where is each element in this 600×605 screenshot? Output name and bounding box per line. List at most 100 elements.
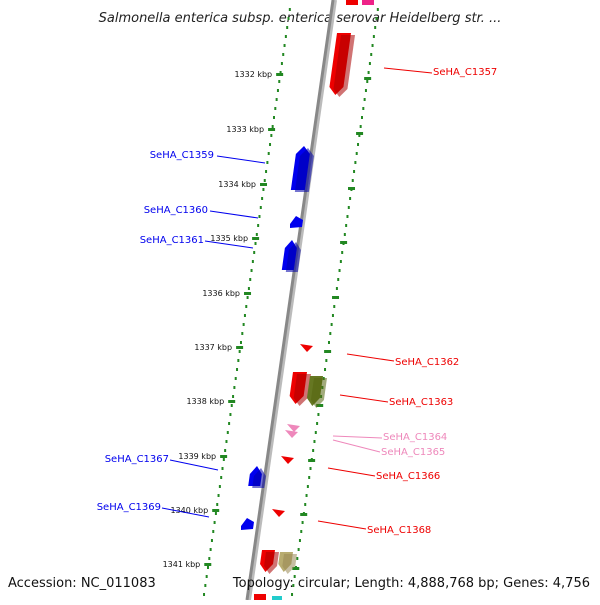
track-dot	[317, 413, 320, 416]
track-dot	[376, 8, 379, 11]
track-dot	[245, 305, 248, 308]
leader-line	[216, 155, 266, 164]
track-dot	[247, 287, 250, 290]
track-dot	[238, 350, 241, 353]
track-dot	[362, 107, 365, 110]
track-dot	[375, 17, 378, 20]
leader-line	[332, 435, 383, 439]
track-dot	[372, 35, 375, 38]
track-dot	[205, 575, 208, 578]
track-dot	[359, 125, 362, 128]
accession-text: Accession: NC_011083	[8, 576, 156, 591]
track-dot	[242, 323, 245, 326]
track-dot	[296, 557, 299, 560]
tick-mark	[356, 132, 364, 135]
gene-label-SeHA_C1365[interactable]: SeHA_C1365	[381, 447, 445, 458]
track-dot	[324, 368, 327, 371]
gene-label-SeHA_C1369[interactable]: SeHA_C1369	[97, 502, 161, 513]
tick-mark	[340, 241, 348, 244]
track-dot	[367, 71, 370, 74]
gene-SeHA_C1357-shade	[333, 35, 355, 97]
tick-mark	[204, 563, 212, 566]
track-dot	[232, 395, 235, 398]
leader-line	[169, 459, 219, 471]
track-dot	[225, 440, 228, 443]
leader-line	[317, 520, 367, 530]
track-dot	[271, 125, 274, 128]
tick-label: 1335 kbp	[210, 234, 248, 243]
track-dot	[222, 458, 225, 461]
track-dot	[270, 134, 273, 137]
track-dot	[286, 26, 289, 29]
track-dot	[267, 152, 270, 155]
gene-SeHA_C1363-shade	[293, 374, 311, 406]
track-dot	[282, 53, 285, 56]
gene-label-SeHA_C1367[interactable]: SeHA_C1367	[105, 454, 169, 465]
track-dot	[364, 89, 367, 92]
track-dot	[213, 521, 216, 524]
track-dot	[246, 296, 249, 299]
track-dot	[339, 260, 342, 263]
track-dot	[292, 584, 295, 587]
track-dot	[314, 431, 317, 434]
track-dot	[217, 494, 220, 497]
track-dot	[349, 197, 352, 200]
gene-label-SeHA_C1360[interactable]: SeHA_C1360	[144, 205, 208, 216]
track-dot	[337, 278, 340, 281]
track-dot	[262, 188, 265, 191]
track-dot	[254, 242, 257, 245]
track-dot	[330, 323, 333, 326]
track-dot	[243, 314, 246, 317]
tick-mark	[308, 459, 316, 462]
gene-label-SeHA_C1357[interactable]: SeHA_C1357	[433, 67, 497, 78]
gene-label-SeHA_C1359[interactable]: SeHA_C1359	[150, 150, 214, 161]
backbone-shadow	[247, 0, 337, 601]
track-dot	[374, 26, 377, 29]
track-dot	[347, 206, 350, 209]
track-dot	[325, 359, 328, 362]
track-dot	[208, 557, 211, 560]
gene-label-SeHA_C1361[interactable]: SeHA_C1361	[140, 235, 204, 246]
track-dot	[258, 215, 261, 218]
track-dot	[313, 440, 316, 443]
track-dot	[345, 224, 348, 227]
tick-label: 1337 kbp	[194, 343, 232, 352]
track-dot	[230, 404, 233, 407]
track-dot	[237, 359, 240, 362]
track-dot	[293, 575, 296, 578]
tick-mark	[260, 183, 268, 186]
gene-label-SeHA_C1368[interactable]: SeHA_C1368	[367, 525, 431, 536]
backbone	[245, 0, 337, 601]
backbone-line	[245, 0, 335, 601]
gene-label-SeHA_C1364[interactable]: SeHA_C1364	[383, 432, 447, 443]
gene-label-SeHA_C1363[interactable]: SeHA_C1363	[389, 397, 453, 408]
track-dot	[301, 521, 304, 524]
leader-line	[161, 507, 210, 518]
gene-SeHA_C1359-shade	[294, 148, 314, 192]
track-dot	[280, 62, 283, 65]
track-dot	[346, 215, 349, 218]
track-dot	[261, 197, 264, 200]
track-dot	[210, 539, 213, 542]
gene-partial-bottom	[254, 594, 266, 600]
track-dot	[212, 530, 215, 533]
gene-SeHA_C1369	[241, 518, 254, 530]
gene-partial-top	[346, 0, 358, 5]
track-dot	[224, 449, 227, 452]
gene-label-SeHA_C1366[interactable]: SeHA_C1366	[376, 471, 440, 482]
track-dot	[338, 269, 341, 272]
gene-label-SeHA_C1362[interactable]: SeHA_C1362	[395, 357, 459, 368]
track-dot	[259, 206, 262, 209]
leader-line	[204, 240, 254, 249]
track-dot	[341, 251, 344, 254]
tick-mark	[236, 346, 244, 349]
track-dot	[371, 44, 374, 47]
track-dot	[357, 143, 360, 146]
track-dot	[265, 170, 268, 173]
tick-mark	[276, 73, 284, 76]
tick-mark	[228, 400, 236, 403]
track-dot	[288, 8, 291, 11]
track-dot	[263, 179, 266, 182]
track-dot	[250, 269, 253, 272]
map-title: Salmonella enterica subsp. enterica sero…	[99, 11, 502, 26]
